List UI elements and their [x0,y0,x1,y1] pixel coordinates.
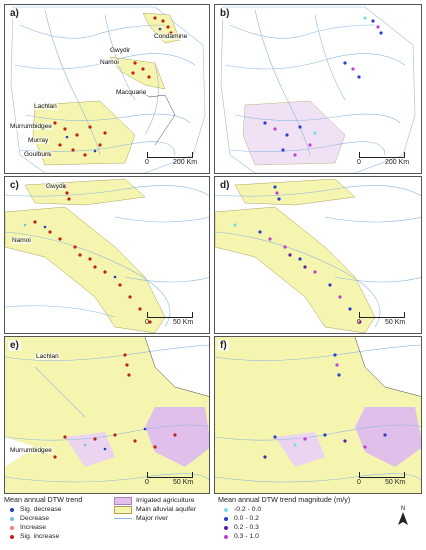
river-label-goulburn: Goulburn [23,151,52,158]
panel-label: b) [218,8,232,19]
river-label-namoi: Namoi [11,237,32,244]
legend-label: Major river [136,515,169,522]
legend-item: -0.2 - 0.0 [218,505,350,514]
scale-end: 50 Km [173,479,194,486]
panel-label: c) [8,180,21,191]
legend-label: Sig. increase [20,533,60,540]
panel-label: d) [218,180,232,191]
scale-bar: 0 200 Km [357,149,415,169]
legend-item: Main alluvial aquifer [114,505,196,514]
panel-label: e) [8,340,21,351]
legend-item: Sig. increase [4,532,82,541]
north-arrow-icon: N [396,506,410,526]
map-d-canvas [215,178,421,333]
scale-start: 0 [357,479,361,486]
legend-item: 0.0 - 0.2 [218,514,350,523]
legend-label: Irrigated agriculture [136,497,195,504]
map-b-canvas [220,6,416,173]
map-panel-e: e) Lachlan Murrumbidgee 0 50 Km [4,336,210,494]
legend-magnitude-title: Mean annual DTW trend magnitude (m/y) [218,495,351,504]
scale-bar: 0 200 Km [145,149,203,169]
legend-label: 0.3 - 1.0 [234,533,259,540]
dot-icon [10,516,14,521]
river-label-gwydir: Gwydir [109,47,132,54]
legend-label: Sig. decrease [20,506,62,513]
legend-item: Major river [114,514,196,523]
scale-start: 0 [145,159,149,166]
legend-item: Irrigated agriculture [114,496,196,505]
scale-start: 0 [145,319,149,326]
river-label-namoi: Namoi [99,59,120,66]
map-panel-d: d) 0 50 Km [214,176,422,334]
scale-end: 200 Km [173,159,198,166]
irrigated-swatch [114,496,132,505]
dot-icon [224,534,228,539]
river-line-icon [114,518,132,519]
map-e-canvas [5,337,209,493]
map-panel-c: c) Gwydir Namoi 0 50 Km [4,176,210,334]
river-label-murrumbidgee: Murrumbidgee [9,123,53,130]
scale-end: 50 Km [173,319,194,326]
river-label-gwydir: Gwydir [45,183,68,190]
map-panel-a: a) Condamine Gwydir Namoi Macquarie Lach… [4,4,210,174]
river-label-condamine: Condamine [153,33,189,40]
dot-icon [10,534,14,539]
scale-end: 50 Km [385,479,406,486]
scale-end: 50 Km [385,319,406,326]
legend-features: Irrigated agriculture Main alluvial aqui… [114,496,196,523]
legend-label: Decrease [20,515,50,522]
legend-label: 0.0 - 0.2 [234,515,259,522]
dot-icon [224,525,228,530]
scale-bar: 0 50 Km [357,469,415,489]
legend-item: Decrease [4,514,82,523]
legend-item: Increase [4,523,82,532]
scale-start: 0 [357,159,361,166]
dot-icon [10,525,14,530]
dot-icon [224,516,228,521]
panel-label: f) [218,340,229,351]
scale-start: 0 [145,479,149,486]
river-label-lachlan: Lachlan [35,353,60,360]
dot-icon [10,507,14,512]
scale-bar: 0 50 Km [145,309,203,329]
panel-label: a) [8,8,21,19]
legend-label: Increase [20,524,47,531]
legend-label: 0.2 - 0.3 [234,524,259,531]
scale-bar: 0 50 Km [145,469,203,489]
legend-item: 0.3 - 1.0 [218,532,350,541]
legend-trend: Mean annual DTW trend Sig. decrease Decr… [4,495,82,541]
dot-icon [224,507,228,512]
map-f-canvas [215,337,421,493]
north-label: N [400,506,406,512]
aquifer-swatch [114,505,132,514]
legend-label: Main alluvial aquifer [136,506,197,513]
river-label-murrumbidgee: Murrumbidgee [9,447,53,454]
river-label-lachlan: Lachlan [33,103,58,110]
scale-bar: 0 50 Km [357,309,415,329]
legend-label: -0.2 - 0.0 [234,506,262,513]
map-panel-b: b) 0 200 Km [214,4,422,174]
legend-magnitude: Mean annual DTW trend magnitude (m/y) -0… [218,495,350,541]
river-label-macquarie: Macquarie [115,89,148,96]
river-label-murray: Murray [27,137,50,144]
legend-item: 0.2 - 0.3 [218,523,350,532]
legend-trend-title: Mean annual DTW trend [4,495,83,504]
scale-end: 200 Km [385,159,410,166]
legend-item: Sig. decrease [4,505,82,514]
scale-start: 0 [357,319,361,326]
map-panel-f: f) 0 50 Km [214,336,422,494]
